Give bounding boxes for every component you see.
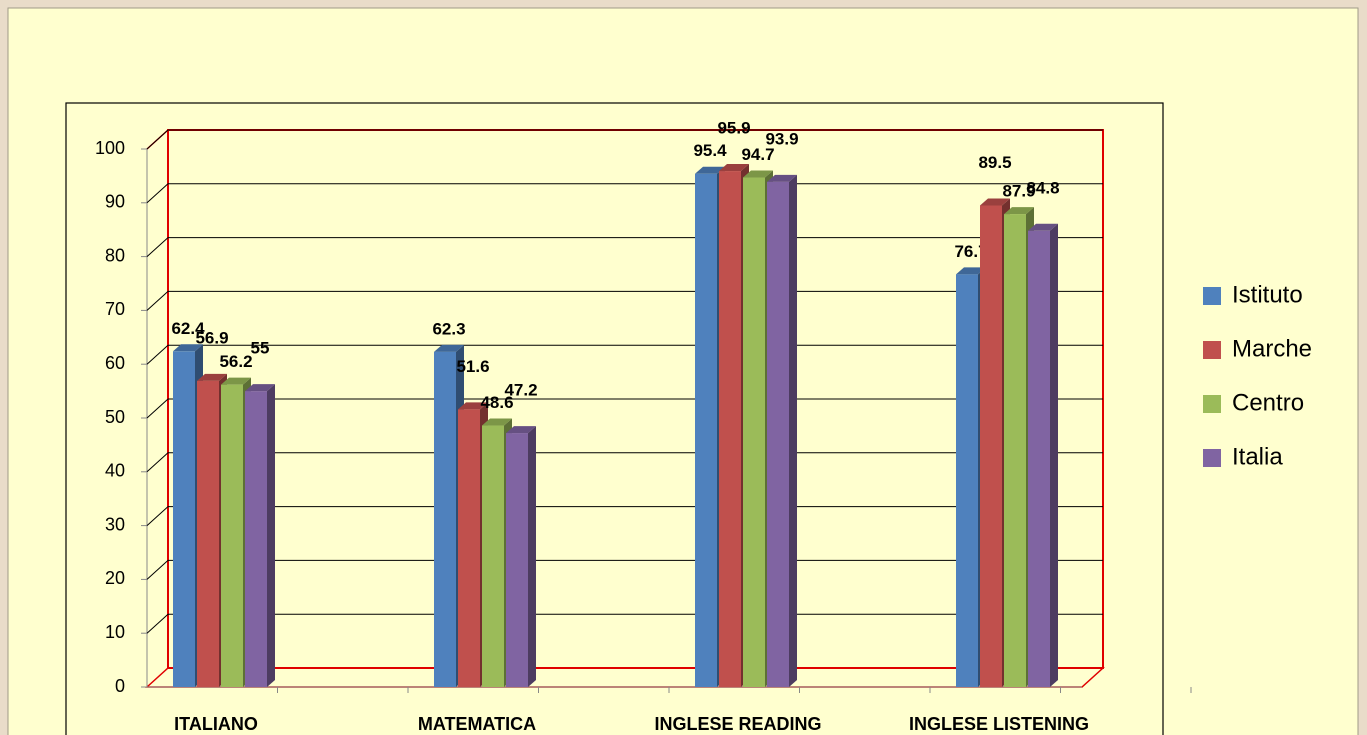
x-tick-label: ITALIANO — [174, 714, 258, 734]
bar-front — [482, 425, 504, 687]
y-tick-label: 100 — [95, 138, 125, 158]
grid-line — [146, 237, 169, 257]
bar-top — [434, 344, 464, 352]
data-label: 47.2 — [504, 381, 537, 400]
bar-front — [506, 433, 528, 687]
y-tick-label: 50 — [105, 407, 125, 427]
bar-top — [956, 267, 986, 275]
bar-top — [980, 198, 1010, 206]
grid-line — [146, 183, 169, 204]
data-label: 56.9 — [195, 328, 228, 347]
grid-line — [146, 560, 169, 580]
legend-label: Centro — [1232, 389, 1304, 416]
legend-label: Marche — [1232, 335, 1312, 362]
x-tick-label: INGLESE READING — [654, 714, 821, 734]
grid-line — [146, 129, 169, 150]
legend-swatch — [1203, 287, 1221, 305]
bar-top — [173, 344, 203, 352]
y-tick-label: 70 — [105, 299, 125, 319]
bar-side — [267, 384, 275, 687]
data-label: 51.6 — [456, 357, 489, 376]
bar-top — [245, 384, 275, 392]
bar-top — [719, 164, 749, 172]
grid-line — [146, 291, 169, 311]
grid-line — [146, 506, 169, 526]
grid-line — [146, 613, 169, 634]
data-label: 93.9 — [765, 129, 798, 148]
y-tick-label: 40 — [105, 461, 125, 481]
data-label: 89.5 — [978, 153, 1011, 172]
y-tick-label: 0 — [115, 676, 125, 696]
grid-line — [146, 452, 169, 473]
data-label: 56.2 — [219, 352, 252, 371]
data-label: 76.7 — [954, 242, 987, 261]
bar-side — [1050, 223, 1058, 687]
bar-front — [743, 177, 765, 688]
bar-top — [482, 418, 512, 426]
bar-front — [719, 171, 741, 688]
bar-top — [458, 402, 488, 410]
bar-top — [743, 170, 773, 178]
bar-front — [221, 384, 243, 687]
data-label: 87.9 — [1002, 182, 1035, 201]
bar-front — [245, 391, 267, 687]
y-tick-label: 60 — [105, 353, 125, 373]
x-tick-label: MATEMATICA — [418, 714, 536, 734]
bar-front — [1028, 230, 1050, 687]
legend-label: Italia — [1232, 443, 1283, 470]
data-label: 62.4 — [171, 319, 205, 338]
bar — [1028, 223, 1058, 687]
bar-front — [1004, 214, 1026, 687]
legend-swatch — [1203, 341, 1221, 359]
bar-front — [767, 181, 789, 687]
bar-top — [197, 373, 227, 381]
legend-swatch — [1203, 395, 1221, 413]
data-label: 48.6 — [480, 393, 513, 412]
data-label: 95.9 — [717, 119, 750, 138]
data-label: 84.8 — [1026, 178, 1059, 197]
data-label: 62.3 — [432, 319, 465, 338]
bar — [767, 174, 797, 687]
y-tick-label: 80 — [105, 245, 125, 265]
bar — [245, 384, 275, 687]
grid-line — [146, 344, 169, 365]
bar-side — [528, 426, 536, 687]
legend-label: Istituto — [1232, 281, 1303, 308]
y-tick-label: 10 — [105, 622, 125, 642]
bar-side — [789, 174, 797, 687]
bar-top — [1028, 223, 1058, 231]
bar-front — [197, 380, 219, 687]
bar-top — [767, 174, 797, 182]
bar-front — [956, 274, 978, 687]
y-tick-label: 30 — [105, 514, 125, 534]
x-tick-label: INGLESE LISTENING — [909, 714, 1089, 734]
bar-front — [980, 205, 1002, 688]
bar-top — [695, 166, 725, 174]
y-tick-label: 90 — [105, 192, 125, 212]
data-label: 94.7 — [741, 145, 774, 164]
bar-front — [434, 351, 456, 687]
grid-line — [146, 398, 169, 419]
legend-swatch — [1203, 449, 1221, 467]
bar-top — [221, 377, 251, 385]
y-tick-label: 20 — [105, 568, 125, 588]
bar-front — [695, 173, 717, 688]
data-label: 55 — [251, 339, 270, 358]
bar-front — [173, 351, 195, 687]
bar-top — [506, 426, 536, 434]
bar-front — [458, 409, 480, 687]
bar-top — [1004, 207, 1034, 215]
data-label: 95.4 — [693, 141, 727, 160]
plot-area — [65, 102, 1164, 735]
bar — [506, 426, 536, 687]
